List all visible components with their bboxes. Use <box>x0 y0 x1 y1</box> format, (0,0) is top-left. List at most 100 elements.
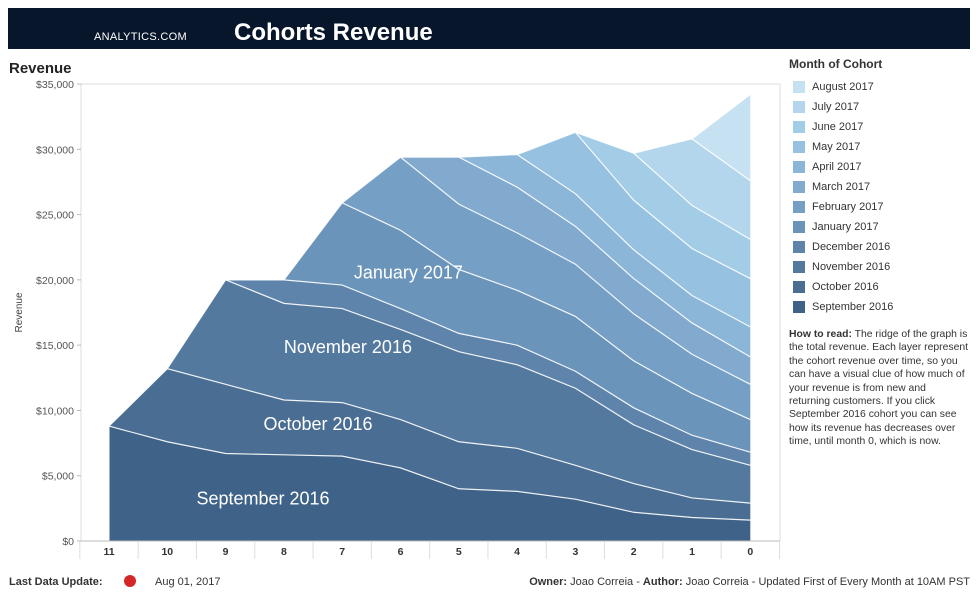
legend-item[interactable]: September 2016 <box>793 297 893 317</box>
x-tick-label: 3 <box>572 546 578 558</box>
area-series[interactable] <box>342 157 751 420</box>
x-tick-label: 4 <box>514 546 520 558</box>
y-tick-label: $10,000 <box>36 405 74 417</box>
legend-label: July 2017 <box>812 101 860 113</box>
x-tick-label: 2 <box>631 546 637 558</box>
legend-swatch <box>793 181 805 193</box>
legend-swatch <box>793 281 805 293</box>
area-annotation: September 2016 <box>196 488 329 508</box>
area-annotation: November 2016 <box>284 337 412 357</box>
series-boundary <box>458 153 751 328</box>
legend-label: October 2016 <box>812 281 879 293</box>
area-series[interactable] <box>517 132 751 327</box>
legend-label: April 2017 <box>812 161 862 173</box>
how-to-read-text: The ridge of the graph is the total reve… <box>789 329 969 448</box>
owner-name: Joao Correia <box>570 576 634 588</box>
x-tick-label: 9 <box>223 546 229 558</box>
brand-logo[interactable]: ANALYTICS.COM <box>94 31 187 43</box>
series-boundary <box>516 131 751 280</box>
x-tick-label: 5 <box>456 546 462 558</box>
series-boundary <box>575 131 751 240</box>
y-tick-label: $5,000 <box>42 471 74 483</box>
series-boundary <box>225 279 751 453</box>
legend-swatch <box>793 141 805 153</box>
y-tick-label: $0 <box>62 536 74 548</box>
y-tick-label: $15,000 <box>36 340 74 352</box>
last-update-label: Last Data Update: <box>9 576 103 588</box>
area-series[interactable] <box>225 279 751 466</box>
dashboard-title: Cohorts Revenue <box>234 19 433 46</box>
legend-item[interactable]: May 2017 <box>793 137 893 157</box>
last-update-date: Aug 01, 2017 <box>155 576 221 588</box>
author-label: Author: <box>642 576 683 588</box>
legend-swatch <box>793 81 805 93</box>
series-boundary <box>166 279 751 466</box>
area-series[interactable] <box>167 279 751 504</box>
legend-label: September 2016 <box>812 301 894 313</box>
how-to-read-label: How to read: <box>789 329 852 340</box>
footer-credits: Owner: Joao Correia - Author: Joao Corre… <box>529 576 970 588</box>
legend-item[interactable]: February 2017 <box>793 197 893 217</box>
legend-item[interactable]: October 2016 <box>793 277 893 297</box>
area-series[interactable] <box>633 138 751 240</box>
legend-item[interactable]: March 2017 <box>793 177 893 197</box>
area-series[interactable] <box>575 132 751 279</box>
legend-swatch <box>793 241 805 253</box>
legend-swatch <box>793 221 805 233</box>
legend-item[interactable]: July 2017 <box>793 97 893 117</box>
status-dot-icon <box>124 575 136 587</box>
legend-item[interactable]: November 2016 <box>793 257 893 277</box>
legend-item[interactable]: December 2016 <box>793 237 893 257</box>
legend-label: June 2017 <box>812 121 864 133</box>
x-tick-label: 11 <box>103 546 114 558</box>
legend-label: February 2017 <box>812 201 884 213</box>
legend-swatch <box>793 201 805 213</box>
legend-title: Month of Cohort <box>789 57 883 71</box>
x-tick-label: 0 <box>747 546 753 558</box>
update-schedule: Updated First of Every Month at 10AM PST <box>758 576 970 588</box>
series-boundary <box>341 156 751 385</box>
cohort-legend: August 2017 July 2017 June 2017 May 2017 Apr… <box>793 77 893 317</box>
legend-label: March 2017 <box>812 181 871 193</box>
area-layers <box>108 93 751 541</box>
area-series[interactable] <box>109 368 751 521</box>
header-bar: ANALYTICS.COM Cohorts Revenue <box>8 8 970 49</box>
series-boundary <box>108 425 751 521</box>
area-annotation: October 2016 <box>263 414 372 434</box>
legend-label: January 2017 <box>812 221 879 233</box>
x-tick-label: 10 <box>161 546 173 558</box>
legend-item[interactable]: January 2017 <box>793 217 893 237</box>
series-boundary <box>108 367 751 504</box>
y-tick-label: $30,000 <box>36 144 74 156</box>
area-annotation: January 2017 <box>354 263 463 283</box>
legend-item[interactable]: April 2017 <box>793 157 893 177</box>
y-tick-label: $20,000 <box>36 275 74 287</box>
legend-label: November 2016 <box>812 261 891 273</box>
legend-item[interactable]: August 2017 <box>793 77 893 97</box>
legend-item[interactable]: June 2017 <box>793 117 893 137</box>
legend-swatch <box>793 301 805 313</box>
y-tick-label: $35,000 <box>36 79 74 91</box>
area-series[interactable] <box>692 94 751 181</box>
legend-swatch <box>793 121 805 133</box>
x-tick-label: 8 <box>281 546 287 558</box>
legend-label: August 2017 <box>812 81 874 93</box>
how-to-read-note: How to read: The ridge of the graph is t… <box>789 328 969 449</box>
legend-swatch <box>793 161 805 173</box>
x-tick-label: 1 <box>689 546 695 558</box>
legend-label: December 2016 <box>812 241 891 253</box>
owner-label: Owner: <box>529 576 568 588</box>
x-tick-label: 6 <box>398 546 404 558</box>
y-tick-label: $25,000 <box>36 210 74 222</box>
legend-swatch <box>793 261 805 273</box>
y-axis-title: Revenue <box>14 292 25 332</box>
area-series[interactable] <box>283 202 751 453</box>
legend-swatch <box>793 101 805 113</box>
series-boundary <box>283 202 751 421</box>
x-tick-label: 7 <box>339 546 345 558</box>
series-boundary <box>691 93 751 140</box>
author-name: Joao Correia <box>685 576 749 588</box>
area-series[interactable] <box>400 157 751 385</box>
area-series[interactable] <box>458 154 751 357</box>
